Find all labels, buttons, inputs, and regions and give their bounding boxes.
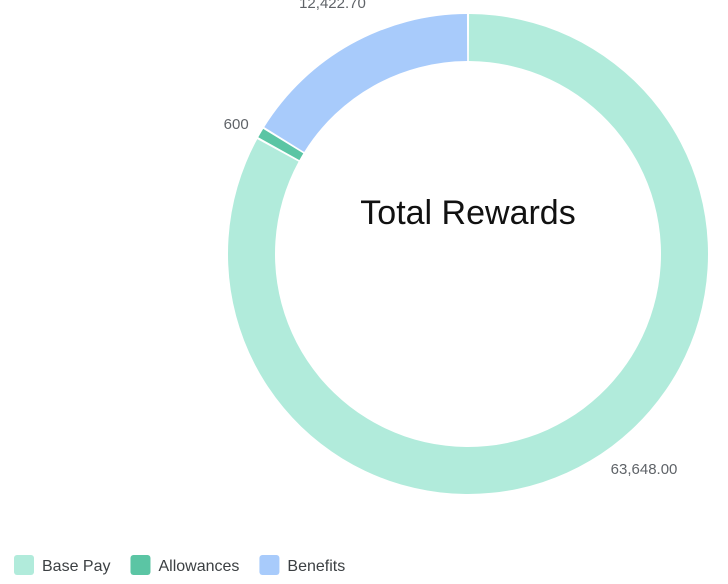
labels-layer: 63,648.00 600 12,422.70 [224, 0, 678, 478]
chart-center-title: Total Rewards [360, 194, 575, 232]
legend-label-allowances[interactable]: Allowances [158, 558, 239, 575]
legend-swatch-allowances[interactable] [130, 555, 151, 575]
data-label-allowances: 600 [224, 116, 249, 133]
data-label-benefits: 12,422.70 [299, 0, 366, 12]
slice-allowances[interactable] [258, 128, 304, 161]
slice-benefits[interactable] [264, 14, 468, 152]
legend-swatch-base-pay[interactable] [14, 555, 34, 575]
data-label-base-pay: 63,648.00 [611, 461, 678, 478]
legend: Base Pay Allowances Benefits [14, 555, 345, 575]
legend-label-base-pay[interactable]: Base Pay [42, 558, 110, 575]
legend-label-benefits[interactable]: Benefits [287, 558, 345, 575]
legend-swatch-benefits[interactable] [259, 555, 280, 575]
slices-layer [227, 14, 708, 495]
